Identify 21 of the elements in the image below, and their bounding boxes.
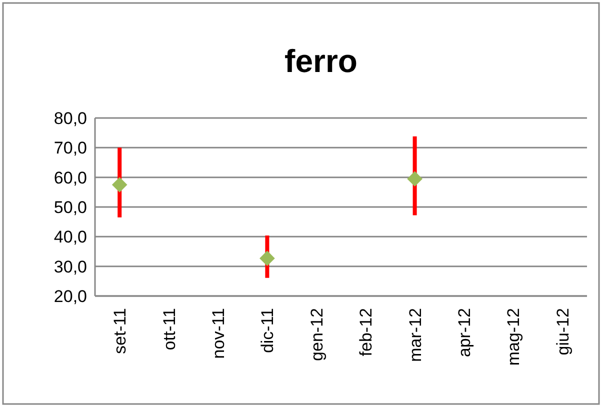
x-tick-label: feb-12: [356, 308, 376, 356]
x-tick-label: set-11: [110, 308, 130, 354]
y-tick-label: 40,0: [54, 228, 87, 247]
y-tick-label: 60,0: [54, 168, 87, 188]
y-tick-label: 20,0: [54, 286, 87, 306]
x-tick-label: ott-11: [160, 308, 179, 350]
x-tick-label: dic-11: [258, 308, 278, 354]
y-tick-label: 70,0: [54, 138, 87, 158]
x-tick-label: mag-12: [504, 308, 524, 366]
y-tick-label: 50,0: [54, 198, 87, 217]
x-tick-label: nov-11: [208, 308, 228, 359]
y-tick-label: 80,0: [54, 108, 87, 128]
x-tick-label: gen-12: [307, 308, 326, 361]
y-tick-label: 30,0: [54, 257, 87, 276]
x-tick-label: apr-12: [454, 308, 474, 358]
point: [407, 171, 422, 186]
chart-title: ferro: [284, 43, 358, 79]
x-tick-label: giu-12: [553, 308, 572, 356]
point: [112, 177, 128, 192]
point: [260, 250, 275, 266]
x-tick-label: mar-12: [406, 308, 425, 362]
